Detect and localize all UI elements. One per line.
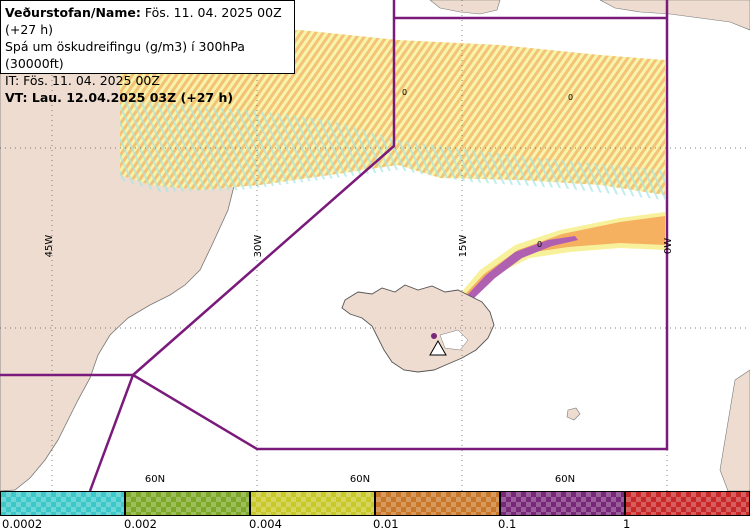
eruption-point-icon [431,333,437,339]
faroe-islands [566,407,581,421]
issuer-label: Veðurstofan/Name: [5,5,141,20]
scandinavia-landmass [599,0,750,31]
volcano-marker-icon [429,339,447,356]
legend-colorbar [0,491,750,516]
product-line: Spá um öskudreifingu (g/m3) í 300hPa (30… [5,39,245,71]
legend-tick-6: 1 [623,517,631,531]
legend-tick-5: 0.1 [498,517,517,531]
issue-time-line: IT: Fös. 11. 04. 2025 00Z [5,73,160,88]
lat-label-60n-c: 60N [555,474,575,485]
legend-swatch-3 [250,491,375,516]
lon-label-30w: 30W [253,235,264,258]
valid-time-label: VT: [5,90,28,105]
valid-time-line: VT: Lau. 12.04.2025 03Z (+27 h) [5,89,290,106]
legend-tick-4: 0.01 [373,517,399,531]
valid-time-value: Lau. 12.04.2025 03Z (+27 h) [27,90,234,105]
legend-tick-1: 0.0002 [2,517,43,531]
issuer-line: Veðurstofan/Name: Fös. 11. 04. 2025 00Z … [5,4,290,38]
iceland-landmass [341,284,495,373]
lon-label-0w: 0W [663,238,674,254]
legend-swatch-1 [0,491,125,516]
fir-boundary [0,0,669,492]
lat-label-60n-a: 60N [145,474,165,485]
contour-label-a: 0 [402,88,407,97]
legend-tick-3: 0.004 [249,517,282,531]
forecast-info-box: Veðurstofan/Name: Fös. 11. 04. 2025 00Z … [0,0,295,105]
lon-label-45w: 45W [44,235,55,258]
lon-label-15w: 15W [458,235,469,258]
issuer-value: Fös. 11. 04. 2025 00Z (+27 h) [5,5,282,37]
legend-swatch-6 [625,491,750,516]
svalbard-landmass [429,0,501,15]
norway-coast-landmass [719,369,750,492]
ash-field-north-cyan-fringe [120,100,665,200]
lat-label-60n-b: 60N [350,474,370,485]
legend-swatch-2 [125,491,250,516]
contour-label-c: 0 [537,240,542,249]
contour-label-b: 0 [568,93,573,102]
concentration-legend: 0.0002 0.002 0.004 0.01 0.1 1 [0,491,750,532]
legend-swatch-4 [375,491,500,516]
legend-tick-2: 0.002 [124,517,157,531]
glacier-patch [439,329,469,351]
legend-swatch-5 [500,491,625,516]
